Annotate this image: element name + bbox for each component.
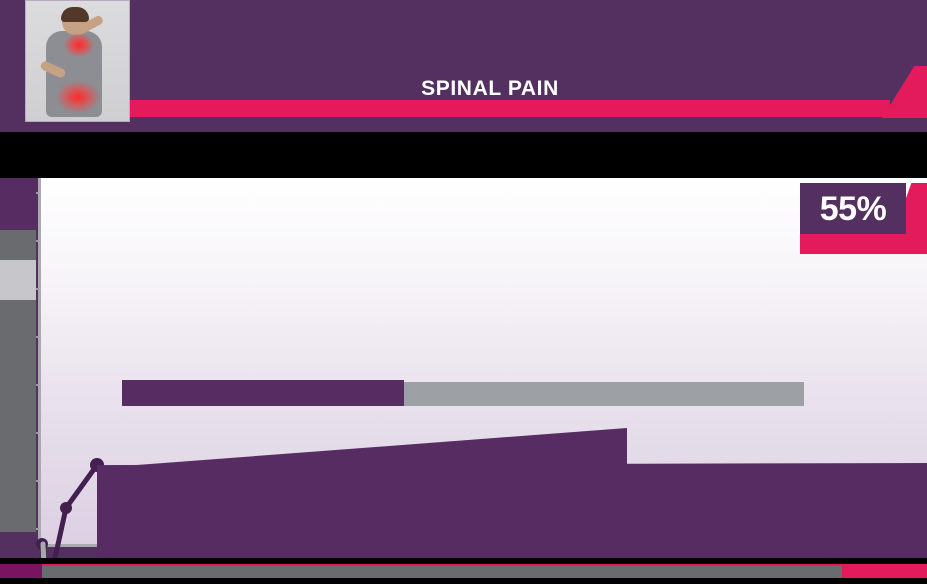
series-purple-fill — [97, 463, 927, 558]
y-tick-label-cover — [0, 260, 36, 300]
stat-badge-accent — [800, 234, 927, 254]
header-separator — [0, 132, 927, 178]
y-tick-label-cover — [0, 230, 36, 260]
legend-label-cover-gray — [404, 382, 804, 406]
footer-separator — [0, 558, 927, 568]
y-axis-label-cover — [0, 178, 36, 226]
pain-indicator-upper-icon — [64, 33, 94, 57]
header-photo — [25, 0, 130, 122]
chart-stage — [0, 178, 927, 558]
footer-bottom-edge — [0, 578, 927, 584]
header-banner: SPINAL PAIN — [0, 0, 927, 132]
header-accent-bar — [130, 100, 890, 117]
photo-figure — [38, 7, 112, 121]
stat-badge — [800, 183, 906, 239]
page-title: SPINAL PAIN — [421, 77, 559, 100]
photo-hair — [61, 7, 89, 22]
y-axis — [38, 178, 41, 546]
stat-badge-value: 55% — [819, 190, 887, 228]
legend-label-cover-purple — [122, 380, 404, 406]
pain-indicator-lower-icon — [56, 81, 100, 113]
y-tick-label-cover — [0, 300, 36, 532]
